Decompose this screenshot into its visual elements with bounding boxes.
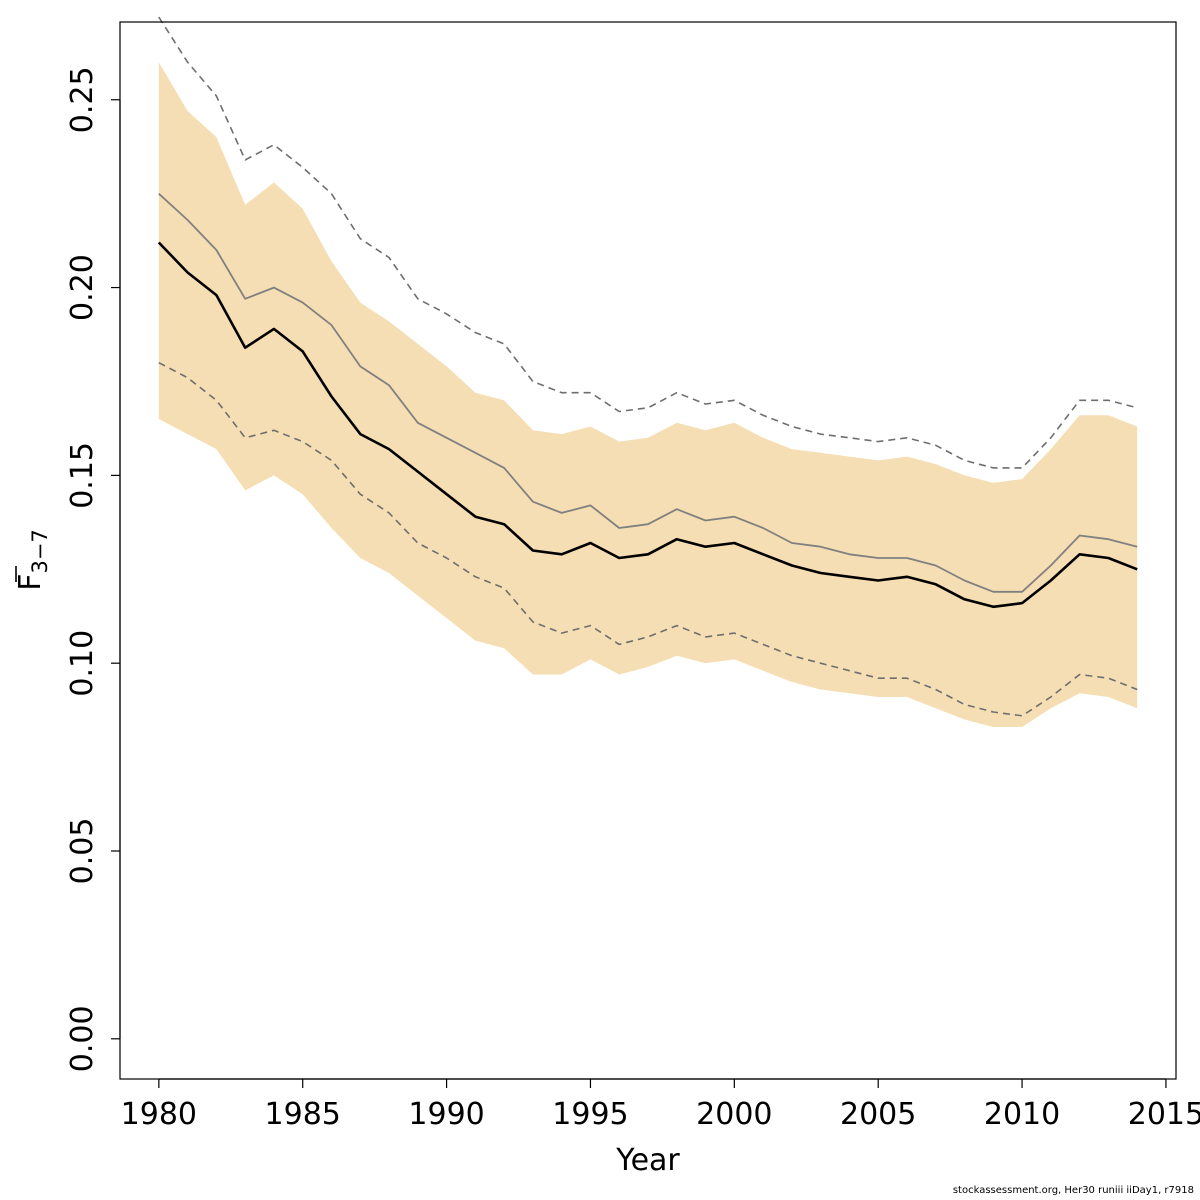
y-axis-title-main: F (13, 574, 48, 591)
x-tick-label: 2005 (840, 1097, 916, 1132)
footer-note: stockassessment.org, Her30 runiii iiDay1… (952, 1185, 1194, 1196)
series-lines-layer (157, 16, 1138, 717)
upper-dashed-line (158, 16, 1138, 469)
y-tick-label: 0.10 (65, 630, 100, 697)
y-axis-title: F3−7 (13, 529, 52, 591)
estimate-line (157, 241, 1138, 609)
y-tick-label: 0.05 (65, 818, 100, 885)
x-axis: 1980 1985 1990 1995 2000 2005 2010 2015 (121, 1078, 1200, 1132)
y-tick-label: 0.25 (65, 66, 100, 133)
y-axis-title-subscript: 3−7 (28, 529, 52, 573)
lower-dashed-line (158, 361, 1138, 717)
y-axis: 0.00 0.05 0.10 0.15 0.20 0.25 (65, 66, 121, 1072)
y-tick-label: 0.20 (65, 254, 100, 321)
comparison-line (158, 193, 1138, 593)
x-axis-title: Year (615, 1143, 680, 1178)
x-tick-label: 1990 (408, 1097, 484, 1132)
y-tick-label: 0.00 (65, 1005, 100, 1072)
x-tick-label: 1980 (121, 1097, 197, 1132)
confidence-band-layer (158, 62, 1138, 727)
x-tick-label: 1995 (552, 1097, 628, 1132)
y-tick-label: 0.15 (65, 442, 100, 509)
confidence-band (158, 62, 1138, 727)
x-tick-label: 2000 (696, 1097, 772, 1132)
x-tick-label: 2015 (1128, 1097, 1200, 1132)
x-tick-label: 2010 (984, 1097, 1060, 1132)
x-tick-label: 1985 (265, 1097, 341, 1132)
svg-text:F3−7: F3−7 (13, 529, 52, 591)
